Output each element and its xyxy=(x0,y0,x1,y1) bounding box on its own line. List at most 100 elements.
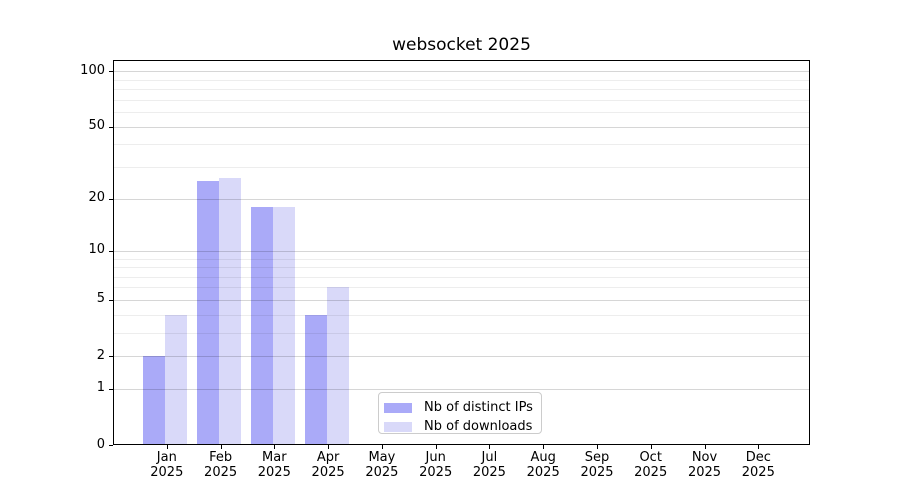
x-tick-year: 2025 xyxy=(419,464,453,480)
x-tick-year: 2025 xyxy=(365,464,399,480)
x-tick-label-may: May 2025 xyxy=(352,450,412,480)
x-tick-month: Jun xyxy=(425,450,446,465)
major-gridline xyxy=(114,71,809,73)
x-tick-label-mar: Mar 2025 xyxy=(244,450,304,480)
x-tick-year: 2025 xyxy=(580,464,614,480)
minor-gridline xyxy=(114,287,809,289)
x-tick-mark xyxy=(543,445,545,449)
y-tick-label: 2 xyxy=(96,347,105,363)
minor-gridline xyxy=(114,79,809,81)
x-tick-mark xyxy=(381,445,383,449)
x-tick-year: 2025 xyxy=(204,464,238,480)
y-tick-label: 100 xyxy=(80,62,105,78)
x-tick-mark xyxy=(597,445,598,449)
x-tick-month: Dec xyxy=(745,450,771,465)
y-tick-label: 0 xyxy=(96,436,105,452)
x-tick-month: Sep xyxy=(584,450,610,465)
major-gridline xyxy=(114,198,809,200)
minor-gridline xyxy=(114,89,809,91)
major-gridline xyxy=(114,299,809,301)
major-gridline xyxy=(114,126,809,128)
legend-item-downloads: Nb of downloads xyxy=(379,417,541,436)
x-tick-month: Jul xyxy=(481,450,498,465)
y-tick-label: 50 xyxy=(88,118,105,134)
x-tick-month: Mar xyxy=(262,450,287,465)
legend-item-distinct-ips: Nb of distinct IPs xyxy=(379,398,541,417)
y-tick-label: 5 xyxy=(96,291,105,307)
x-tick-mark xyxy=(435,445,437,449)
x-tick-year: 2025 xyxy=(526,464,560,480)
major-gridline xyxy=(114,356,809,357)
x-tick-label-oct: Oct 2025 xyxy=(621,450,681,480)
x-tick-label-feb: Feb 2025 xyxy=(191,450,251,480)
minor-gridline xyxy=(114,258,809,260)
minor-gridline xyxy=(114,99,809,101)
minor-gridline xyxy=(114,332,809,334)
x-tick-mark xyxy=(650,445,652,449)
x-tick-month: Aug xyxy=(530,450,556,465)
x-tick-mark xyxy=(220,445,222,449)
bar-jan-distinct-ips xyxy=(143,356,166,445)
minor-gridline xyxy=(114,276,809,278)
x-tick-month: Apr xyxy=(316,450,340,465)
x-tick-label-jun: Jun 2025 xyxy=(406,450,466,480)
y-tick-label: 20 xyxy=(88,190,105,205)
bar-mar-distinct-ips xyxy=(250,206,273,445)
x-tick-label-sep: Sep 2025 xyxy=(567,450,627,480)
major-gridline xyxy=(114,388,809,390)
bar-jan-downloads xyxy=(165,314,188,445)
minor-gridline xyxy=(114,166,809,168)
x-tick-label-aug: Aug 2025 xyxy=(513,450,573,480)
minor-gridline xyxy=(114,267,809,269)
y-tick-mark xyxy=(109,250,113,252)
legend-label-downloads: Nb of downloads xyxy=(424,419,533,434)
x-tick-label-apr: Apr 2025 xyxy=(298,450,358,480)
x-tick-year: 2025 xyxy=(472,464,506,480)
x-tick-year: 2025 xyxy=(311,464,345,480)
x-tick-mark xyxy=(758,445,760,449)
bar-apr-downloads xyxy=(326,287,349,445)
y-tick-mark xyxy=(109,445,113,446)
x-tick-year: 2025 xyxy=(687,464,722,480)
x-tick-label-jan: Jan 2025 xyxy=(137,450,197,480)
x-tick-mark xyxy=(328,445,330,449)
legend-swatch-distinct-ips xyxy=(384,402,412,413)
x-tick-year: 2025 xyxy=(741,464,775,480)
x-tick-year: 2025 xyxy=(634,464,668,480)
legend: Nb of distinct IPs Nb of downloads xyxy=(378,392,542,434)
minor-gridline xyxy=(114,144,809,146)
bar-mar-downloads xyxy=(272,206,295,445)
bar-apr-distinct-ips xyxy=(304,314,327,445)
x-tick-month: Nov xyxy=(691,450,718,465)
legend-label-distinct-ips: Nb of distinct IPs xyxy=(424,400,533,415)
x-tick-label-jul: Jul 2025 xyxy=(459,450,519,480)
y-tick-label: 1 xyxy=(96,380,105,396)
x-tick-year: 2025 xyxy=(257,464,291,480)
x-tick-mark xyxy=(489,445,491,449)
major-gridline xyxy=(114,250,809,252)
bar-feb-distinct-ips xyxy=(197,181,220,445)
chart-title: websocket 2025 xyxy=(392,35,531,55)
y-tick-mark xyxy=(109,299,113,301)
legend-swatch-downloads xyxy=(384,421,412,432)
bar-feb-downloads xyxy=(219,178,242,445)
x-tick-label-dec: Dec 2025 xyxy=(728,450,788,480)
x-tick-mark xyxy=(166,445,168,449)
x-tick-month: Jan xyxy=(156,450,177,465)
x-tick-year: 2025 xyxy=(150,464,184,480)
x-tick-label-nov: Nov 2025 xyxy=(675,450,735,480)
x-tick-month: May xyxy=(368,450,396,465)
minor-gridline xyxy=(114,112,809,114)
minor-gridline xyxy=(114,314,809,316)
x-tick-month: Feb xyxy=(209,450,233,465)
x-tick-mark xyxy=(274,445,276,449)
y-tick-mark xyxy=(109,356,113,357)
x-tick-mark xyxy=(704,445,706,449)
y-tick-mark xyxy=(109,388,113,390)
y-tick-mark xyxy=(109,71,113,73)
x-tick-month: Oct xyxy=(639,450,662,465)
y-tick-mark xyxy=(109,198,113,200)
y-tick-label: 10 xyxy=(88,242,105,258)
